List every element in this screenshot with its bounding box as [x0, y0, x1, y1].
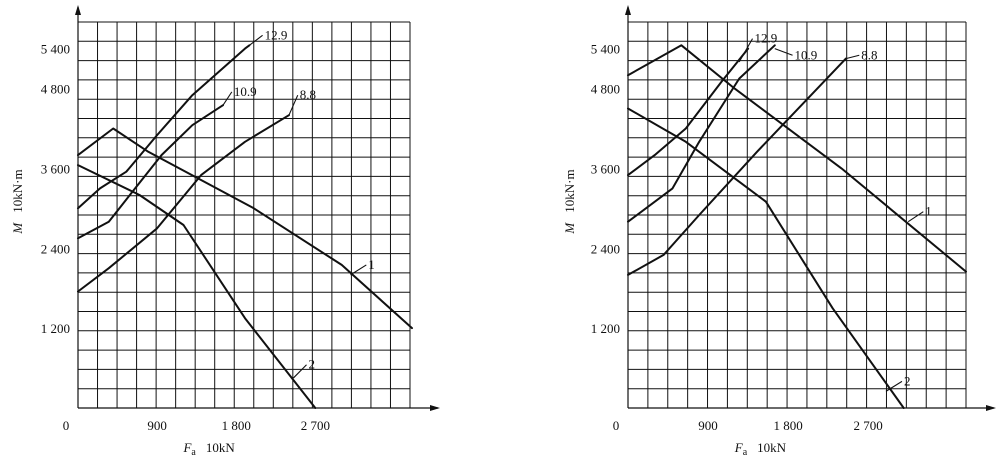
x-axis-unit: 10kN: [757, 440, 787, 455]
x-axis-symbol: F: [734, 440, 744, 455]
curve-label: 8.8: [861, 47, 877, 62]
curve-label: 1: [925, 204, 932, 219]
y-tick-label: 2 400: [41, 241, 70, 256]
x-tick-label: 1 800: [222, 418, 251, 433]
leader-line: [907, 211, 924, 223]
leader-line: [350, 264, 367, 276]
leader-line: [845, 54, 860, 60]
origin-label: 0: [613, 418, 620, 433]
curve-label: 2: [904, 373, 911, 388]
y-tick-label: 1 200: [41, 321, 70, 336]
y-tick-label: 2 400: [591, 241, 620, 256]
curve-12-9: [77, 44, 251, 210]
curve-1: [77, 127, 413, 330]
y-axis-unit: 10kN·m: [562, 169, 577, 212]
chart-panel-1: 0 1 200 2 400 3 600 4 800 5 400 900 1 800 2 700 M…: [10, 5, 440, 458]
y-axis-unit: 10kN·m: [10, 169, 25, 212]
x-tick-label: 2 700: [301, 418, 330, 433]
y-tick-label: 3 600: [41, 161, 70, 176]
curve-12-9: [627, 47, 750, 177]
y-tick-label: 3 600: [591, 161, 620, 176]
y-axis-symbol: M: [10, 222, 25, 235]
x-axis-unit: 10kN: [206, 440, 236, 455]
curve-label: 12.9: [755, 31, 778, 46]
y-axis-symbol: M: [562, 222, 577, 235]
curve-10-9: [627, 44, 776, 223]
y-tick-label: 5 400: [591, 42, 620, 57]
y-tick-label: 4 800: [41, 82, 70, 97]
y-axis-label: M 10kN·m: [10, 169, 25, 234]
x-axis-subscript: a: [191, 447, 196, 458]
origin-label: 0: [63, 418, 70, 433]
grid: [628, 21, 967, 409]
x-axis-label: Fa 10kN: [182, 440, 235, 458]
curve-label: 1: [368, 257, 375, 272]
leader-line: [885, 380, 903, 392]
y-tick-label: 1 200: [591, 321, 620, 336]
y-tick-label: 5 400: [41, 42, 70, 57]
grid: [78, 21, 411, 409]
leader-line: [738, 38, 754, 63]
curve-2: [77, 164, 317, 409]
y-axis-arrow: [75, 5, 81, 15]
curve-label: 10.9: [795, 47, 818, 62]
curve-1: [627, 44, 967, 273]
x-tick-label: 2 700: [854, 418, 883, 433]
curve-label: 2: [309, 357, 316, 372]
x-tick-label: 900: [147, 418, 167, 433]
leader-line: [292, 364, 307, 379]
x-axis-subscript: a: [743, 447, 748, 458]
y-axis-label: M 10kN·m: [562, 169, 577, 234]
y-axis-arrow: [625, 5, 631, 15]
curve-label: 12.9: [265, 27, 288, 42]
leader-line: [288, 94, 299, 116]
leader-line: [774, 48, 793, 56]
x-axis-symbol: F: [182, 440, 192, 455]
x-axis-label: Fa 10kN: [734, 440, 787, 458]
curve-10-9: [77, 104, 224, 240]
curve-label: 8.8: [300, 87, 316, 102]
x-tick-label: 900: [698, 418, 718, 433]
x-axis-arrow: [986, 405, 996, 411]
curve-2: [627, 107, 905, 409]
y-tick-label: 4 800: [591, 82, 620, 97]
curve-label: 10.9: [234, 84, 257, 99]
chart-panel-2: 0 1 200 2 400 3 600 4 800 5 400 900 1 800 2 700 M…: [562, 5, 996, 458]
x-axis-arrow: [430, 405, 440, 411]
leader-line: [222, 91, 233, 106]
curve-8-8: [77, 114, 290, 293]
x-tick-label: 1 800: [773, 418, 802, 433]
curve-8-8: [627, 57, 847, 276]
leader-line: [249, 34, 263, 46]
